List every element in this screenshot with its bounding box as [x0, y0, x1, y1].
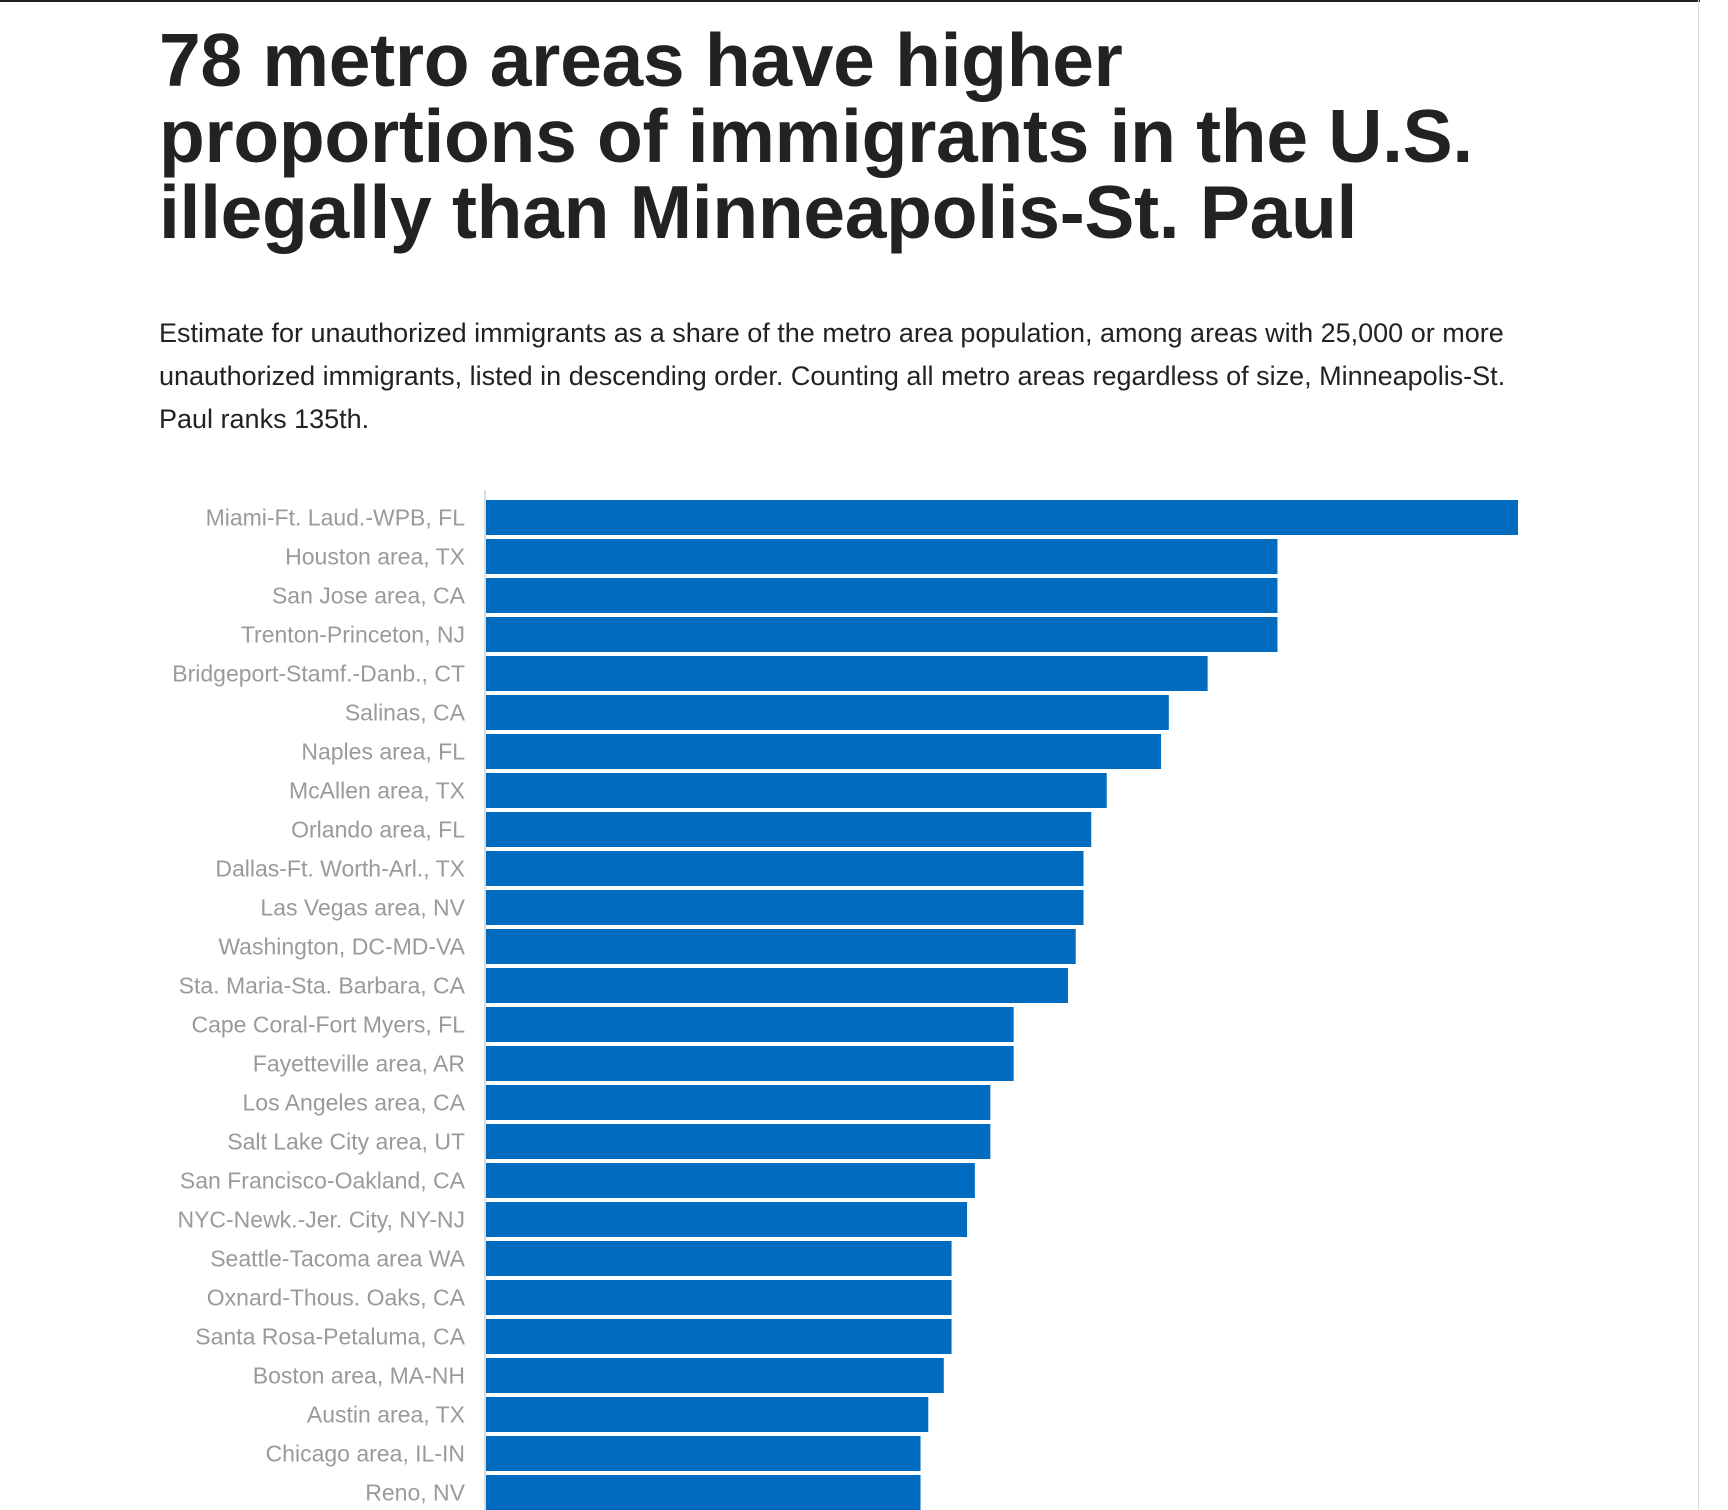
bar [486, 500, 1518, 535]
bar [486, 890, 1084, 925]
bar [486, 1319, 952, 1354]
bar [486, 1163, 975, 1198]
category-label: Fayetteville area, AR [253, 1051, 465, 1077]
bar [486, 1436, 921, 1471]
bar [486, 1358, 944, 1393]
category-label: Los Angeles area, CA [243, 1090, 466, 1116]
bar [486, 1241, 952, 1276]
bar [486, 929, 1076, 964]
category-label: Las Vegas area, NV [260, 895, 465, 921]
category-label: Trenton-Princeton, NJ [241, 622, 465, 648]
bar [486, 695, 1169, 730]
page-edge-rule [1698, 0, 1699, 1510]
category-label: Chicago area, IL-IN [266, 1441, 465, 1467]
category-label: Sta. Maria-Sta. Barbara, CA [179, 973, 466, 999]
category-label: San Jose area, CA [272, 583, 466, 609]
category-label: Santa Rosa-Petaluma, CA [195, 1324, 465, 1350]
category-label: Seattle-Tacoma area WA [210, 1246, 465, 1272]
bar [486, 578, 1278, 613]
category-label: Orlando area, FL [291, 817, 465, 843]
bar [486, 656, 1208, 691]
category-label: Boston area, MA-NH [253, 1363, 465, 1389]
category-label: Houston area, TX [285, 544, 465, 570]
bar [486, 617, 1278, 652]
bar [486, 1475, 921, 1510]
chart-subtitle: Estimate for unauthorized immigrants as … [159, 318, 1506, 434]
category-label: Naples area, FL [301, 739, 465, 765]
bar [486, 1124, 991, 1159]
category-label: San Francisco-Oakland, CA [180, 1168, 466, 1194]
bar [486, 1085, 991, 1120]
bar [486, 1046, 1014, 1081]
category-label: Bridgeport-Stamf.-Danb., CT [172, 661, 465, 687]
category-label: Salt Lake City area, UT [227, 1129, 465, 1155]
category-label: Cape Coral-Fort Myers, FL [191, 1012, 465, 1038]
bar [486, 851, 1084, 886]
category-label: Miami-Ft. Laud.-WPB, FL [206, 505, 466, 531]
bar [486, 1280, 952, 1315]
bar [486, 1007, 1014, 1042]
bar [486, 1202, 968, 1237]
category-label: Austin area, TX [307, 1402, 465, 1428]
category-label: Salinas, CA [345, 700, 466, 726]
bar [486, 773, 1107, 808]
bar [486, 539, 1278, 574]
category-label: Washington, DC-MD-VA [218, 934, 465, 960]
bar [486, 968, 1068, 1003]
bar [486, 734, 1162, 769]
bar [486, 1397, 929, 1432]
category-label: Dallas-Ft. Worth-Arl., TX [215, 856, 465, 882]
category-label: McAllen area, TX [289, 778, 465, 804]
category-label: NYC-Newk.-Jer. City, NY-NJ [177, 1207, 465, 1233]
bar [486, 812, 1092, 847]
category-label: Oxnard-Thous. Oaks, CA [207, 1285, 466, 1311]
bar-chart: Miami-Ft. Laud.-WPB, FL Houston area, TX S… [172, 490, 1518, 1510]
chart-title: 78 metro areas have higher proportions o… [159, 18, 1473, 254]
category-label: Reno, NV [365, 1480, 465, 1506]
top-rule [0, 0, 1700, 2]
